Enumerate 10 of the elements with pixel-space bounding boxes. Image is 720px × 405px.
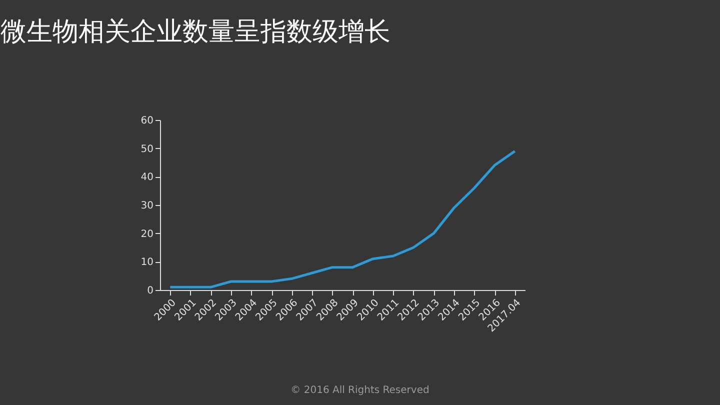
line-series: [168, 150, 516, 288]
text: © 2016 All Rights Reserved: [290, 385, 430, 396]
y-tick-label: 0: [147, 286, 154, 296]
y-tick-label: 60: [140, 116, 154, 126]
y-tick-label: 10: [140, 257, 154, 268]
y-tick-label: 20: [140, 228, 154, 240]
y-tick-label: 40: [140, 172, 154, 184]
chart-title: 微生物相关企业数量呈指数级增长: [0, 17, 390, 47]
y-tick-label: 50: [140, 144, 154, 155]
y-tick-label: 30: [140, 200, 154, 212]
